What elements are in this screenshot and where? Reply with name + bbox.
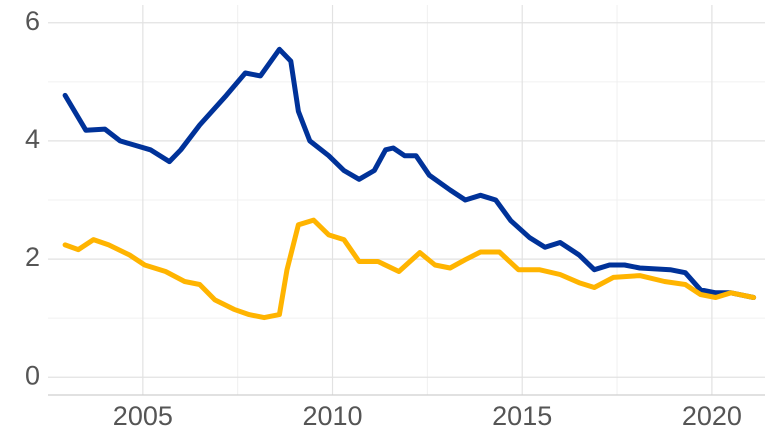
x-tick-label: 2005: [113, 401, 173, 431]
y-tick-label: 6: [25, 6, 40, 36]
y-tick-label: 2: [25, 242, 40, 272]
series-line: [62, 217, 757, 321]
series-line: [62, 46, 757, 300]
x-tick-label: 2010: [302, 401, 362, 431]
y-tick-label: 0: [25, 360, 40, 390]
y-tick-label: 4: [25, 124, 40, 154]
x-tick-label: 2015: [492, 401, 552, 431]
x-tick-label: 2020: [682, 401, 742, 431]
